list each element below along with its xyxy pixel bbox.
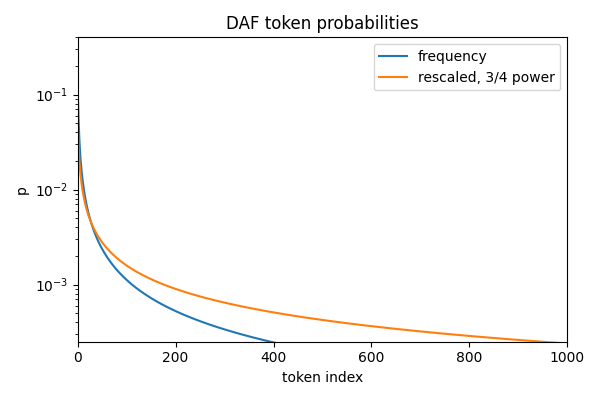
rescaled, 3/4 power	[272, 310, 279, 315]
Title: DAF token probabilities: DAF token probabilities	[226, 15, 419, 33]
rescaled, 3/4 power	[455, 333, 463, 338]
frequency	[455, 370, 463, 375]
rescaled, 3/4 power	[74, 106, 81, 111]
rescaled, 3/4 power	[563, 341, 571, 346]
frequency	[410, 364, 417, 369]
frequency	[124, 278, 131, 283]
frequency	[290, 344, 297, 349]
frequency	[563, 382, 571, 386]
Legend: frequency, rescaled, 3/4 power: frequency, rescaled, 3/4 power	[374, 44, 560, 90]
rescaled, 3/4 power	[124, 264, 131, 268]
Line: rescaled, 3/4 power: rescaled, 3/4 power	[77, 108, 567, 344]
frequency	[74, 68, 81, 73]
rescaled, 3/4 power	[410, 328, 417, 333]
Line: frequency: frequency	[77, 70, 567, 384]
Y-axis label: p: p	[15, 185, 29, 194]
rescaled, 3/4 power	[290, 313, 297, 318]
rescaled, 3/4 power	[464, 334, 472, 338]
X-axis label: token index: token index	[282, 371, 363, 385]
frequency	[464, 371, 472, 376]
frequency	[272, 340, 279, 345]
